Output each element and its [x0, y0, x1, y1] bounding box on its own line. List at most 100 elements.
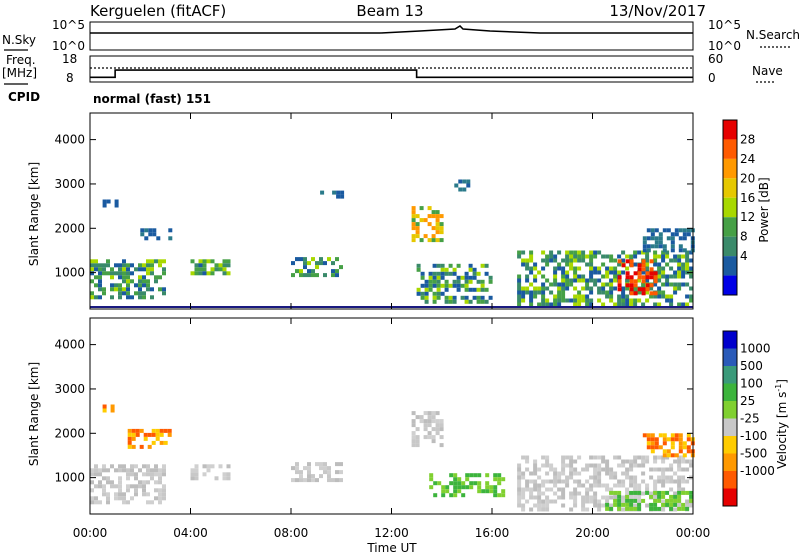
velocity-cell [214, 476, 219, 481]
velocity-cell [431, 415, 436, 420]
velocity-cell [139, 428, 144, 433]
power-cell [424, 299, 429, 304]
velocity-cell [621, 463, 626, 468]
power-cell [521, 262, 526, 267]
power-cell [677, 266, 682, 271]
velocity-cell [102, 488, 106, 493]
velocity-cell [681, 502, 686, 507]
velocity-cell [650, 441, 655, 446]
freq-label-2: [MHz] [2, 66, 37, 80]
velocity-cell [654, 445, 659, 450]
power-cell [541, 302, 546, 307]
power-cell [625, 278, 630, 283]
power-cell [517, 282, 522, 287]
velocity-cell [681, 467, 686, 472]
power-cell [625, 294, 630, 299]
power-cell [307, 273, 311, 278]
power-cell [194, 271, 199, 276]
velocity-cell [130, 472, 134, 477]
power-cell [427, 238, 432, 243]
power-cell [573, 266, 578, 271]
power-cell [581, 286, 586, 291]
velocity-cell [593, 455, 598, 460]
velocity-cell [661, 507, 666, 512]
velocity-cell [665, 502, 670, 507]
power-cell [118, 295, 122, 300]
power-cell [661, 266, 666, 271]
velocity-cell [411, 419, 416, 424]
velocity-cell [98, 500, 102, 505]
velocity-cell [98, 484, 102, 489]
velocity-cell [545, 507, 550, 512]
velocity-cbar-swatch [723, 471, 737, 489]
power-cell [468, 287, 473, 292]
velocity-cell [609, 506, 614, 511]
velocity-cell [621, 483, 626, 488]
velocity-cell [437, 481, 442, 486]
velocity-cell [222, 472, 227, 477]
power-cell [90, 291, 94, 296]
power-cell [480, 279, 485, 284]
power-cell [335, 273, 339, 278]
power-cell [553, 270, 558, 275]
power-cell [90, 295, 94, 300]
velocity-cell [629, 502, 634, 507]
velocity-cell [677, 463, 682, 468]
power-cell [448, 283, 453, 288]
power-cell [464, 271, 469, 276]
power-cell [645, 254, 650, 259]
power-cbar-swatch [723, 217, 737, 237]
velocity-cell [629, 490, 634, 495]
velocity-cell [429, 477, 434, 482]
velocity-cell [110, 484, 114, 489]
velocity-cell [613, 471, 618, 476]
velocity-cell [545, 499, 550, 504]
power-cell [545, 278, 550, 283]
power-cell [577, 266, 582, 271]
velocity-cell [497, 473, 502, 478]
velocity-cell [557, 479, 562, 484]
velocity-cell [295, 478, 299, 483]
velocity-cell [465, 477, 470, 482]
power-cell [585, 294, 590, 299]
velocity-cell [553, 491, 558, 496]
velocity-cell [127, 428, 132, 433]
velocity-cell [419, 419, 424, 424]
power-cell [411, 234, 416, 239]
power-cell [431, 214, 436, 219]
x-tick-label: 00:00 [676, 526, 711, 540]
power-cell [569, 278, 574, 283]
velocity-cell [158, 480, 162, 485]
velocity-cell [102, 408, 107, 413]
power-cell [488, 279, 493, 284]
nsky-label: N.Sky [2, 33, 36, 47]
velocity-cell [577, 455, 582, 460]
velocity-cell [118, 480, 122, 485]
velocity-cell [415, 435, 420, 440]
velocity-cell [657, 475, 662, 480]
velocity-cell [517, 491, 522, 496]
power-cell [94, 283, 98, 288]
velocity-cell [131, 428, 136, 433]
power-cell [601, 254, 606, 259]
power-cell [641, 282, 646, 287]
velocity-cell [521, 455, 526, 460]
power-cell [677, 274, 682, 279]
power-cell [299, 257, 303, 262]
velocity-cell [529, 479, 534, 484]
power-cell [154, 275, 158, 280]
velocity-cell [545, 471, 550, 476]
power-cell [557, 298, 562, 303]
power-cell [617, 287, 622, 292]
velocity-cell [541, 483, 546, 488]
power-cell [198, 271, 203, 276]
velocity-cell [493, 485, 498, 490]
power-cell [436, 291, 441, 296]
power-cell [436, 287, 441, 292]
velocity-cell [98, 480, 102, 485]
power-cell [521, 250, 526, 255]
x-tick-label: 00:00 [73, 526, 108, 540]
velocity-cell [641, 463, 646, 468]
velocity-cell [633, 479, 638, 484]
power-cell [633, 262, 638, 267]
